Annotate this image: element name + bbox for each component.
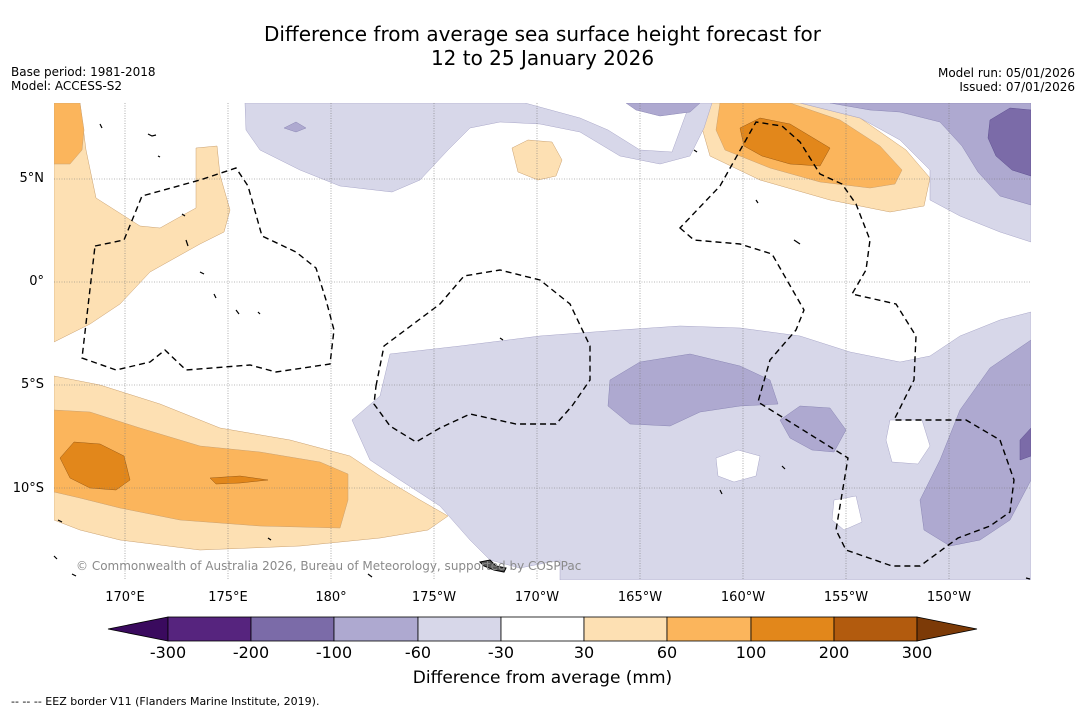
colorbar-bin--60--30 xyxy=(417,616,502,642)
colorbar-tick--100: -100 xyxy=(315,643,353,662)
title-line-2: 12 to 25 January 2026 xyxy=(430,46,655,70)
island-19 xyxy=(267,537,272,541)
contour-hole-3 xyxy=(885,419,931,465)
lon-label-160w: 160°W xyxy=(720,590,766,605)
islands xyxy=(53,123,1031,580)
contour-neg-100-northeast-edge xyxy=(987,107,1031,177)
island-6 xyxy=(213,293,217,299)
model-run: Model run: 05/01/2026 xyxy=(937,66,1075,80)
island-16 xyxy=(57,519,63,523)
island-8 xyxy=(257,311,261,315)
island-13 xyxy=(793,239,801,245)
contour-pos-30-central xyxy=(511,139,563,181)
colorbar-tick-60: 60 xyxy=(656,643,678,662)
colorbar-extend-high xyxy=(916,616,978,642)
contour-neg-30-north-central xyxy=(244,103,713,193)
colorbar-tick--200: -200 xyxy=(232,643,270,662)
colorbar-tick-200: 200 xyxy=(818,643,850,662)
lat-label-5s: 5°S xyxy=(20,377,44,392)
eez-border-line-islands xyxy=(678,121,1015,567)
lon-label-165w: 165°W xyxy=(617,590,663,605)
colorbar-bin--300--200 xyxy=(167,616,252,642)
contour-hole-1 xyxy=(715,449,761,483)
contour-pos-100-west-south xyxy=(59,441,131,491)
anomaly-field xyxy=(54,103,1031,580)
contour-neg-60-south-small xyxy=(779,405,847,453)
island-18 xyxy=(71,573,77,577)
contour-hole-2 xyxy=(831,495,863,531)
island-2 xyxy=(157,155,161,158)
colorbar-tick-100: 100 xyxy=(735,643,767,662)
eez-border-kiribati-phoenix xyxy=(373,269,591,443)
contour-neg-60-small-north xyxy=(283,121,307,133)
eez-border-kiribati-gilbert xyxy=(81,167,335,373)
colorbar xyxy=(107,616,978,642)
island-10 xyxy=(499,337,504,341)
island-9 xyxy=(99,123,103,129)
colorbar-bin--100--60 xyxy=(333,616,419,642)
issued-date: Issued: 07/01/2026 xyxy=(959,80,1075,94)
lon-label-180: 180° xyxy=(315,590,347,605)
colorbar-bin--200--100 xyxy=(250,616,335,642)
colorbar-bin-100-200 xyxy=(750,616,835,642)
contour-pos-100-northeast xyxy=(739,117,831,167)
contour-pos-60-west-north xyxy=(54,103,85,165)
meta-right: Model run: 05/01/2026 Issued: 07/01/2026 xyxy=(938,66,1075,94)
contour-neg-60-south-central xyxy=(607,353,779,427)
grid-lines xyxy=(54,103,1031,580)
colorbar-tick--30: -30 xyxy=(487,643,515,662)
island-7 xyxy=(235,309,240,315)
colorbar-tick--300: -300 xyxy=(149,643,187,662)
contour-neg-100-southeast xyxy=(1019,427,1031,461)
colorbar-extend-low xyxy=(107,616,169,642)
eez-legend: -- -- -- EEZ border V11 (Flanders Marine… xyxy=(11,695,320,708)
meta-left: Base period: 1981-2018 Model: ACCESS-S2 xyxy=(11,65,156,93)
colorbar-tick-30: 30 xyxy=(573,643,595,662)
contour-neg-60-north-patch xyxy=(625,103,701,117)
island-4 xyxy=(185,239,189,247)
island-15 xyxy=(719,489,723,495)
contour-neg-60-northeast-edge xyxy=(829,103,1031,206)
eez-borders xyxy=(81,121,1015,567)
lat-label-10s: 10°S xyxy=(12,481,44,496)
colorbar-bin-200-300 xyxy=(833,616,918,642)
colorbar-bin-30-60 xyxy=(583,616,668,642)
contour-pos-30-west-north xyxy=(54,103,231,343)
colorbar-title: Difference from average (mm) xyxy=(412,668,673,688)
colorbar-bin-60-100 xyxy=(666,616,752,642)
island-5 xyxy=(199,271,205,275)
contour-neg-30-south-central xyxy=(351,311,1031,580)
colorbar-bin--30-30 xyxy=(500,616,585,642)
island-17 xyxy=(53,555,58,560)
island-14 xyxy=(781,465,786,470)
lat-label-5n: 5°N xyxy=(19,171,45,186)
colorbar-tick-300: 300 xyxy=(901,643,933,662)
island-11 xyxy=(693,149,698,153)
base-period: Base period: 1981-2018 xyxy=(11,65,156,79)
island-samoa xyxy=(478,559,507,573)
contour-neg-60-southeast xyxy=(919,339,1031,547)
lon-label-175e: 175°E xyxy=(208,590,248,605)
colorbar-tick--60: -60 xyxy=(404,643,432,662)
island-20 xyxy=(367,573,373,578)
title-line-1: Difference from average sea surface heig… xyxy=(263,22,822,46)
island-21 xyxy=(1025,577,1031,580)
lon-label-170e: 170°E xyxy=(105,590,145,605)
lat-label-0: 0° xyxy=(29,274,44,289)
island-3 xyxy=(181,213,186,217)
lon-label-170w: 170°W xyxy=(514,590,560,605)
island-1 xyxy=(147,133,157,137)
contour-pos-60-west-south xyxy=(54,409,349,529)
model-name: Model: ACCESS-S2 xyxy=(11,79,123,93)
lon-label-175w: 175°W xyxy=(411,590,457,605)
island-12 xyxy=(755,199,759,204)
lon-label-150w: 150°W xyxy=(926,590,972,605)
lon-label-155w: 155°W xyxy=(823,590,869,605)
copyright-credit: © Commonwealth of Australia 2026, Bureau… xyxy=(76,559,582,573)
contour-pos-100-west-south-streak xyxy=(209,475,269,485)
